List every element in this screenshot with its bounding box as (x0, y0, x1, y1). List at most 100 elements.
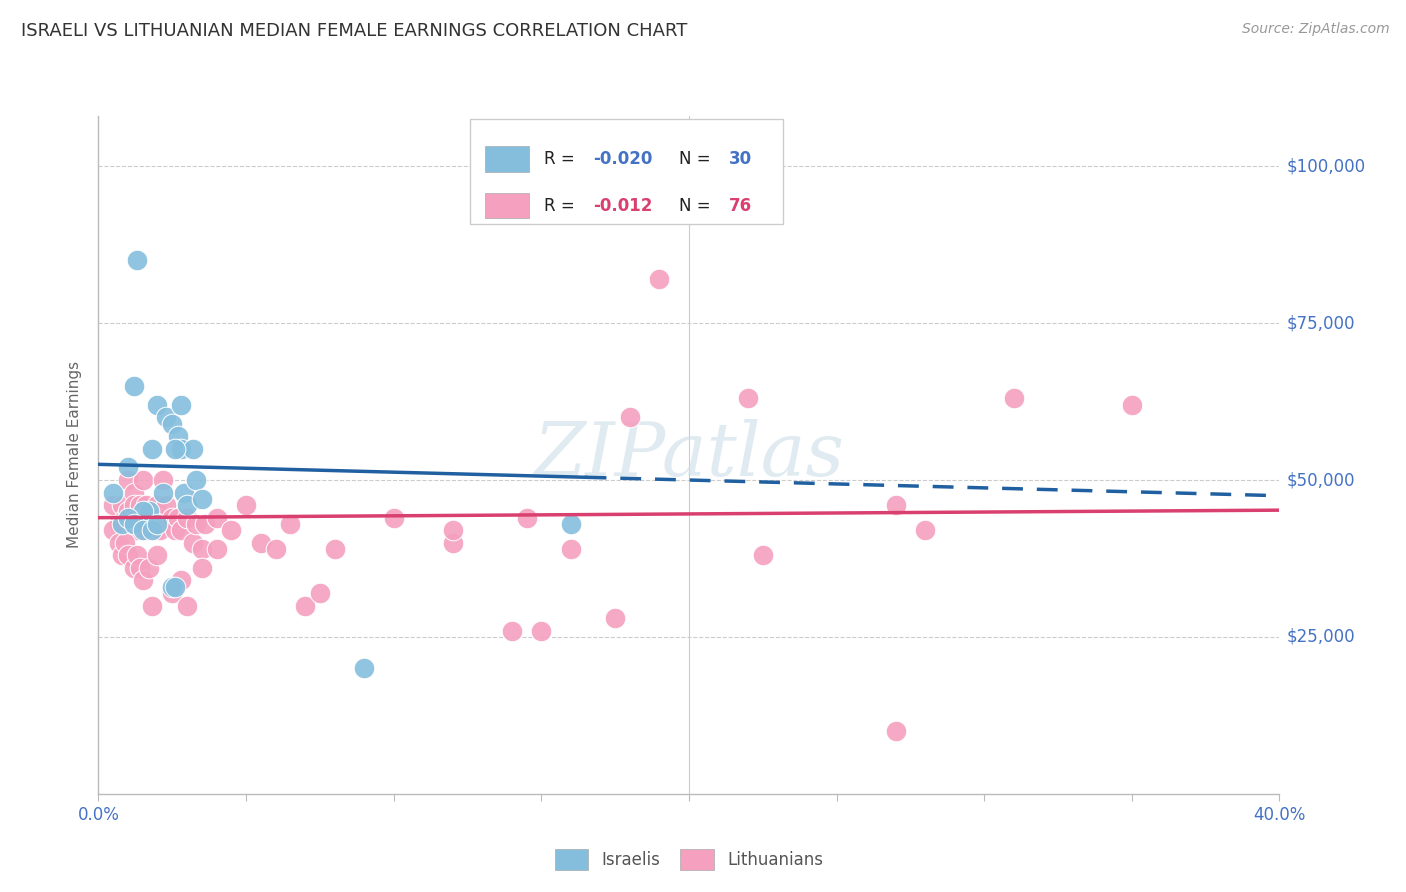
Point (155, 410, 177, 425)
Point (125, 549, 148, 563)
Point (117, 523, 139, 537)
Point (132, 510, 155, 524)
Text: -0.020: -0.020 (593, 150, 652, 169)
Point (103, 498, 125, 512)
Point (530, 624, 553, 638)
Text: $100,000: $100,000 (1286, 157, 1365, 175)
Point (515, 510, 537, 524)
Text: N =: N = (679, 196, 717, 214)
Point (152, 485, 174, 500)
Point (191, 542, 214, 557)
Point (122, 516, 145, 531)
Point (141, 523, 163, 537)
Text: ZIPatlas: ZIPatlas (533, 418, 845, 491)
Text: R =: R = (544, 150, 579, 169)
Point (132, 504, 155, 518)
Point (149, 523, 172, 537)
Text: 30: 30 (730, 150, 752, 169)
Point (111, 549, 134, 563)
Point (194, 516, 217, 531)
Point (114, 510, 136, 524)
Point (167, 429, 190, 443)
Point (181, 536, 204, 550)
Point (138, 561, 160, 575)
Point (162, 580, 183, 594)
Point (205, 510, 228, 524)
Point (111, 516, 134, 531)
Point (264, 542, 287, 557)
Point (108, 516, 131, 531)
Point (501, 624, 523, 638)
Point (122, 498, 145, 512)
Point (117, 504, 139, 518)
Point (191, 491, 214, 506)
Point (111, 498, 134, 512)
Text: $50,000: $50,000 (1286, 471, 1355, 489)
Point (294, 599, 316, 613)
Text: $75,000: $75,000 (1286, 314, 1355, 332)
Point (103, 523, 125, 537)
Point (176, 498, 198, 512)
Point (125, 523, 148, 537)
Point (135, 523, 157, 537)
Point (235, 498, 257, 512)
Text: -0.012: -0.012 (593, 196, 652, 214)
Point (323, 542, 346, 557)
Point (353, 661, 375, 675)
Point (155, 498, 177, 512)
Point (441, 536, 464, 550)
Text: Source: ZipAtlas.com: Source: ZipAtlas.com (1241, 22, 1389, 37)
Point (309, 586, 332, 600)
Bar (485, 146, 530, 172)
Point (125, 253, 148, 268)
Point (125, 510, 148, 524)
Point (146, 510, 169, 524)
Point (176, 599, 198, 613)
Point (184, 516, 207, 531)
Point (648, 272, 671, 286)
Point (605, 611, 627, 625)
Y-axis label: Median Female Earnings: Median Female Earnings (67, 361, 83, 549)
Point (382, 510, 405, 524)
Point (170, 398, 193, 412)
Point (132, 523, 155, 537)
Text: 76: 76 (730, 196, 752, 214)
Point (152, 473, 174, 487)
Text: R =: R = (544, 196, 579, 214)
Point (146, 516, 169, 531)
Point (560, 516, 582, 531)
Point (103, 485, 125, 500)
Point (1121, 398, 1143, 412)
FancyBboxPatch shape (471, 120, 783, 225)
Point (184, 473, 207, 487)
Point (122, 561, 145, 575)
Point (176, 510, 198, 524)
Point (141, 599, 163, 613)
Point (122, 485, 145, 500)
Text: ISRAELI VS LITHUANIAN MEDIAN FEMALE EARNINGS CORRELATION CHART: ISRAELI VS LITHUANIAN MEDIAN FEMALE EARN… (21, 22, 688, 40)
Point (173, 485, 195, 500)
Point (132, 473, 155, 487)
Point (146, 549, 169, 563)
Point (117, 510, 139, 524)
Point (191, 561, 214, 575)
Point (117, 460, 139, 475)
Point (132, 574, 155, 588)
Point (141, 442, 163, 456)
Point (884, 498, 907, 512)
Point (1002, 392, 1025, 406)
Point (884, 724, 907, 739)
Point (162, 586, 183, 600)
Point (167, 510, 190, 524)
Point (170, 523, 193, 537)
Point (117, 549, 139, 563)
Point (108, 536, 131, 550)
Legend: Israelis, Lithuanians: Israelis, Lithuanians (548, 842, 830, 877)
Point (219, 523, 242, 537)
Point (914, 523, 936, 537)
Point (114, 536, 136, 550)
Point (141, 510, 163, 524)
Point (143, 523, 166, 537)
Point (165, 442, 187, 456)
Point (128, 561, 150, 575)
